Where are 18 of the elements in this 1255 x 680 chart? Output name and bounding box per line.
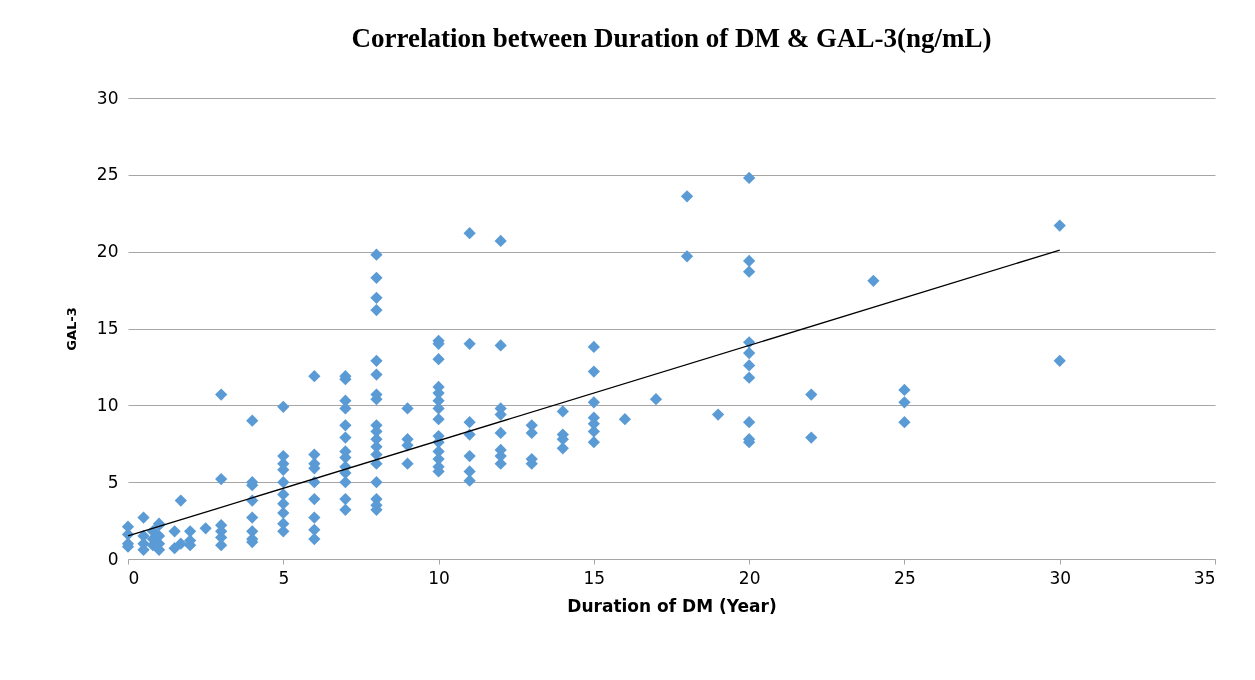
y-tick-label: 15	[96, 318, 119, 338]
x-tick-label: 10	[428, 567, 450, 588]
x-tick-label: 0	[128, 567, 140, 588]
x-tick-label: 15	[583, 567, 606, 588]
y-tick-label: 25	[96, 164, 119, 185]
y-tick-label: 30	[96, 87, 119, 108]
y-axis-title: GAL-3	[63, 307, 79, 351]
x-tick-label: 5	[278, 567, 290, 588]
chart-title: Correlation between Duration of DM & GAL-3(ng/mL)	[351, 23, 992, 53]
x-tick-label: 35	[1193, 567, 1216, 588]
y-tick-label: 5	[107, 471, 119, 492]
y-tick-label: 20	[96, 241, 119, 262]
y-tick-label: 10	[96, 394, 119, 415]
x-tick-label: 25	[894, 567, 916, 588]
x-axis-title: Duration of DM (Year)	[567, 595, 777, 616]
x-tick-label: 30	[1049, 567, 1072, 588]
y-tick-label: 0	[107, 548, 119, 569]
x-tick-label: 20	[738, 567, 761, 588]
